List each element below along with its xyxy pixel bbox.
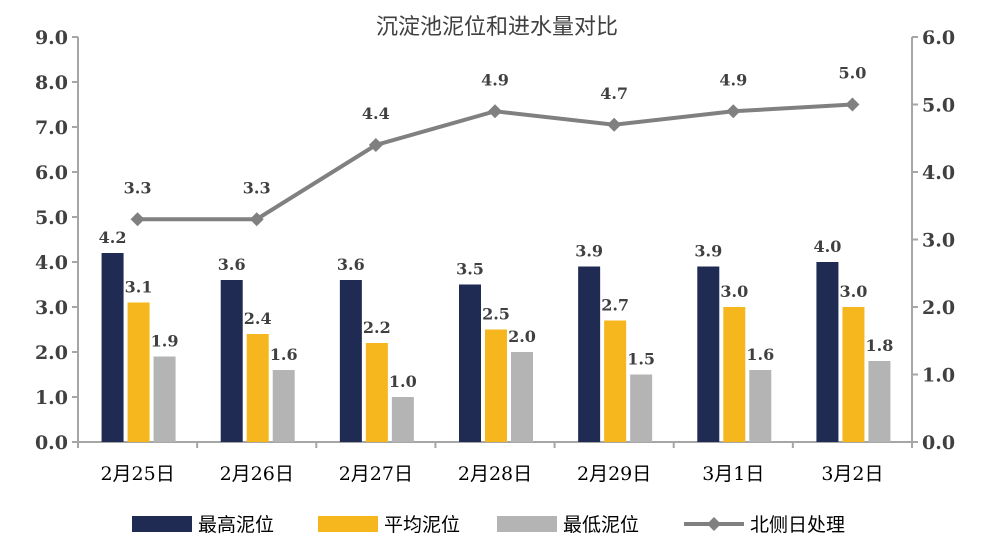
- line-data-label: 4.9: [719, 70, 747, 89]
- legend-swatch: [132, 516, 192, 532]
- bar-最高泥位: [697, 266, 720, 442]
- right-tick-label: 5.0: [922, 95, 955, 117]
- line-data-label: 4.7: [600, 84, 628, 103]
- bar-data-label: 2.5: [482, 305, 510, 324]
- legend-label: 最低泥位: [563, 514, 639, 536]
- bar-平均泥位: [127, 302, 150, 442]
- bar-data-label: 3.0: [720, 282, 748, 301]
- line-point-marker: [130, 212, 145, 227]
- bar-最低泥位: [391, 397, 414, 442]
- bar-data-label: 1.6: [746, 345, 774, 364]
- line-data-label: 3.3: [243, 178, 271, 197]
- right-tick-label: 0.0: [922, 432, 955, 454]
- x-category-label: 3月2日: [821, 463, 883, 485]
- left-tick-label: 2.0: [35, 342, 68, 364]
- bar-最高泥位: [459, 284, 481, 442]
- bar-data-label: 2.4: [244, 309, 272, 328]
- bar-最高泥位: [101, 253, 124, 442]
- bar-平均泥位: [246, 334, 269, 442]
- left-tick-label: 4.0: [35, 252, 68, 274]
- left-tick-label: 8.0: [35, 72, 68, 94]
- legend-label: 平均泥位: [384, 514, 460, 536]
- bar-最高泥位: [816, 262, 839, 442]
- line-point-marker: [249, 212, 264, 227]
- bar-最低泥位: [153, 356, 176, 442]
- line-point-marker: [368, 138, 383, 152]
- line-data-label: 4.9: [481, 70, 509, 89]
- x-category-label: 3月1日: [702, 463, 764, 485]
- bar-最低泥位: [868, 361, 891, 442]
- bar-data-label: 1.6: [270, 345, 298, 364]
- bar-data-label: 1.9: [151, 332, 179, 351]
- bar-data-label: 3.1: [125, 278, 153, 297]
- legend-swatch: [318, 516, 378, 532]
- bar-data-label: 2.7: [601, 296, 629, 315]
- bar-data-label: 1.5: [627, 350, 655, 369]
- bar-最低泥位: [511, 352, 533, 442]
- bar-data-label: 2.0: [508, 327, 536, 346]
- line-point-marker: [726, 104, 741, 119]
- bar-data-label: 4.2: [99, 228, 127, 247]
- right-tick-label: 4.0: [922, 162, 955, 184]
- bar-data-label: 3.0: [840, 282, 868, 301]
- bar-最低泥位: [272, 370, 295, 442]
- line-data-label: 5.0: [839, 64, 867, 83]
- left-tick-label: 5.0: [35, 207, 68, 229]
- line-data-label: 3.3: [124, 178, 152, 197]
- bar-data-label: 3.6: [337, 255, 365, 274]
- bar-最高泥位: [339, 280, 362, 442]
- bar-data-label: 1.0: [389, 372, 417, 391]
- bar-data-label: 1.8: [866, 336, 894, 355]
- left-tick-label: 1.0: [35, 387, 68, 409]
- left-tick-label: 9.0: [35, 27, 68, 49]
- bar-最高泥位: [220, 280, 243, 442]
- bar-最低泥位: [630, 374, 653, 442]
- x-category-label: 2月27日: [339, 463, 413, 485]
- chart-title: 沉淀池泥位和进水量对比: [376, 15, 618, 40]
- bar-data-label: 4.0: [814, 237, 842, 256]
- left-tick-label: 7.0: [35, 117, 68, 139]
- line-北侧日处理: [137, 102, 853, 222]
- line-data-label: 4.4: [362, 104, 390, 123]
- bar-data-label: 3.9: [694, 242, 722, 261]
- legend-swatch: [497, 516, 557, 532]
- x-category-label: 2月25日: [100, 463, 174, 485]
- bar-data-label: 3.6: [218, 255, 246, 274]
- right-tick-label: 6.0: [922, 27, 955, 49]
- x-category-label: 2月28日: [458, 463, 532, 485]
- legend-marker: [707, 517, 721, 531]
- bar-data-label: 3.5: [456, 260, 484, 279]
- right-tick-label: 1.0: [922, 365, 955, 387]
- legend-label: 最高泥位: [198, 514, 274, 536]
- left-tick-label: 3.0: [35, 297, 68, 319]
- bar-平均泥位: [604, 320, 627, 442]
- bar-data-label: 3.9: [575, 242, 603, 261]
- bar-平均泥位: [485, 329, 507, 442]
- bar-平均泥位: [723, 307, 746, 442]
- bar-平均泥位: [365, 343, 388, 442]
- bar-平均泥位: [842, 307, 865, 442]
- x-category-label: 2月26日: [220, 463, 294, 485]
- right-tick-label: 3.0: [922, 230, 955, 252]
- legend-label: 北侧日处理: [750, 514, 845, 536]
- right-tick-label: 2.0: [922, 297, 955, 319]
- line-point-marker: [607, 117, 622, 132]
- left-tick-label: 6.0: [35, 162, 68, 184]
- bar-最高泥位: [578, 266, 601, 442]
- line-point-marker: [488, 104, 502, 119]
- bar-data-label: 2.2: [363, 318, 391, 337]
- x-category-label: 2月29日: [577, 463, 651, 485]
- bar-最低泥位: [749, 370, 772, 442]
- left-tick-label: 0.0: [35, 432, 68, 454]
- line-point-marker: [845, 97, 860, 112]
